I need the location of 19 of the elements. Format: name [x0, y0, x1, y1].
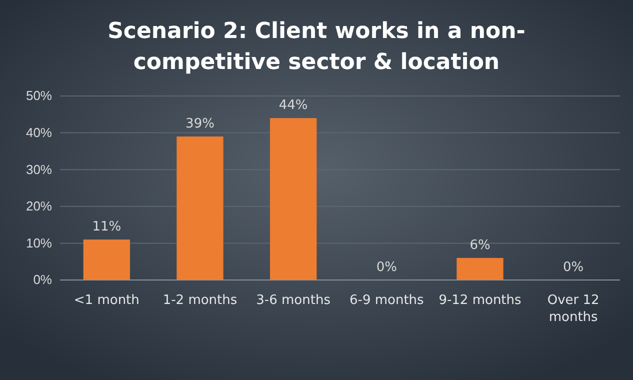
data-label: 44%	[278, 98, 308, 114]
x-tick-label: 3-6 months	[256, 293, 331, 308]
y-tick-label: 20%	[26, 198, 52, 214]
y-tick-label: 10%	[26, 235, 52, 250]
x-tick-label: 6-9 months	[349, 293, 424, 308]
data-label: 6%	[470, 238, 490, 253]
data-label: 39%	[186, 116, 214, 132]
y-tick-label: 40%	[26, 124, 52, 140]
data-label: 0%	[563, 260, 584, 275]
y-tick-label: 30%	[26, 162, 52, 177]
data-label: 11%	[92, 220, 122, 235]
y-tick-label: 50%	[26, 88, 52, 104]
x-tick-label: <1 month	[74, 293, 140, 308]
x-tick-label: 9-12 months	[438, 293, 522, 308]
x-tick-label: Over 12 months	[547, 293, 600, 325]
y-tick-label: 0%	[33, 272, 52, 288]
x-tick-label: 1-2 months	[162, 293, 238, 308]
data-label: 0%	[376, 260, 397, 275]
chart-title: Scenario 2: Client works in a non-competitive sector & location	[108, 19, 526, 75]
